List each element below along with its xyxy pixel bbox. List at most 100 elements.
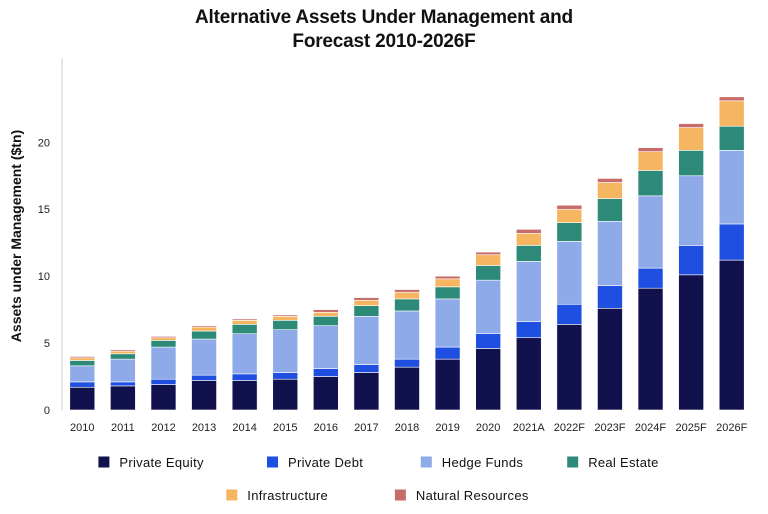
bar-segment xyxy=(313,376,339,411)
bar-segment xyxy=(272,378,299,411)
bar-segment xyxy=(191,380,217,411)
bar-segment xyxy=(434,278,461,288)
bar-segment xyxy=(434,286,461,300)
bar-segment xyxy=(434,298,461,348)
bar-segment xyxy=(597,198,623,222)
bar-segment xyxy=(394,310,420,360)
bar-segment xyxy=(556,303,583,325)
bar-segment xyxy=(272,320,299,330)
y-tick-label: 15 xyxy=(38,204,50,216)
bar-segment xyxy=(475,265,501,281)
x-tick-label: 2017 xyxy=(354,422,378,434)
bar-segment xyxy=(637,151,664,171)
bar-segment xyxy=(394,298,420,312)
bar-segment xyxy=(69,386,96,411)
bar-segment xyxy=(637,170,664,197)
legend-swatch xyxy=(98,456,110,468)
bar-segment xyxy=(475,279,501,335)
x-tick-label: 2019 xyxy=(435,422,459,434)
legend-swatch xyxy=(267,456,278,468)
bar-segment xyxy=(353,305,380,317)
bar-segment xyxy=(353,372,380,411)
x-tick-label: 2024F xyxy=(635,422,666,434)
bar-segment xyxy=(637,147,664,152)
bar-segment xyxy=(231,324,258,335)
x-tick-label: 2011 xyxy=(111,422,135,434)
bar-segment xyxy=(597,182,623,199)
bar-segment xyxy=(475,254,501,266)
x-tick-label: 2025F xyxy=(676,422,707,434)
bar-segment xyxy=(191,326,217,332)
bar-segment xyxy=(597,220,623,286)
legend-swatch xyxy=(394,489,406,501)
bar-segment xyxy=(69,357,96,361)
bar-segment xyxy=(597,178,623,183)
bar-segment xyxy=(678,127,704,151)
legend-swatch xyxy=(420,456,432,468)
bar-segment xyxy=(718,96,745,102)
bar-segment xyxy=(231,380,258,411)
bar-segment xyxy=(150,384,177,411)
bar-segment xyxy=(353,316,380,365)
legend-label: Private Equity xyxy=(119,455,204,470)
bar-segment xyxy=(556,208,583,223)
y-tick-label: 0 xyxy=(44,405,50,417)
bar-segment xyxy=(69,381,96,388)
x-tick-label: 2014 xyxy=(232,422,256,434)
bar-segment xyxy=(313,311,339,317)
bar-segment xyxy=(394,291,420,300)
chart-title: Alternative Assets Under Management and … xyxy=(0,6,768,54)
bar-segment xyxy=(231,333,258,375)
x-tick-label: 2023F xyxy=(594,422,625,434)
bar-segment xyxy=(353,364,380,373)
legend-label: Private Debt xyxy=(288,455,363,470)
legend-label: Infrastructure xyxy=(247,488,328,503)
bar-segment xyxy=(434,358,461,411)
bar-segment xyxy=(475,333,501,349)
bar-segment xyxy=(69,365,96,383)
bar-segment xyxy=(434,275,461,280)
bar-segment xyxy=(718,223,745,261)
bar-segment xyxy=(272,329,299,373)
legend-swatch xyxy=(567,456,579,468)
bar-segment xyxy=(718,150,745,225)
bar-segment xyxy=(556,204,583,210)
x-tick-label: 2015 xyxy=(273,422,297,434)
bar-segment xyxy=(515,233,542,246)
x-tick-label: 2022F xyxy=(554,422,585,434)
bar-segment xyxy=(718,100,745,127)
bar-segment xyxy=(353,299,380,306)
bar-segment xyxy=(150,378,177,385)
bar-segment xyxy=(394,289,420,293)
bar-segment xyxy=(150,336,177,339)
bar-segment xyxy=(434,346,461,360)
bar-segment xyxy=(272,314,299,317)
bar-segment xyxy=(191,325,217,328)
bar-segment xyxy=(718,125,745,151)
bar-segment xyxy=(231,373,258,381)
legend-swatch xyxy=(226,489,238,501)
bar-segment xyxy=(556,241,583,305)
y-axis-label: Assets under Management ($tn) xyxy=(8,130,24,342)
bar-segment xyxy=(313,316,339,326)
bar-segment xyxy=(678,175,704,246)
bar-segment xyxy=(597,307,623,411)
bar-segment xyxy=(597,285,623,309)
bar-segment xyxy=(394,366,420,411)
bar-segment xyxy=(150,346,177,380)
bar-segment xyxy=(475,348,501,411)
bar-segment xyxy=(110,358,136,383)
bar-segment xyxy=(110,381,136,387)
bar-segment xyxy=(556,222,583,242)
bar-segment xyxy=(637,267,664,289)
bar-segment xyxy=(515,245,542,262)
bar-segment xyxy=(231,320,258,325)
bar-segment xyxy=(515,337,542,411)
bar-segment xyxy=(515,229,542,234)
bar-segment xyxy=(637,287,664,411)
bar-segment xyxy=(191,374,217,381)
bar-segment xyxy=(272,372,299,380)
bar-segment xyxy=(475,251,501,256)
